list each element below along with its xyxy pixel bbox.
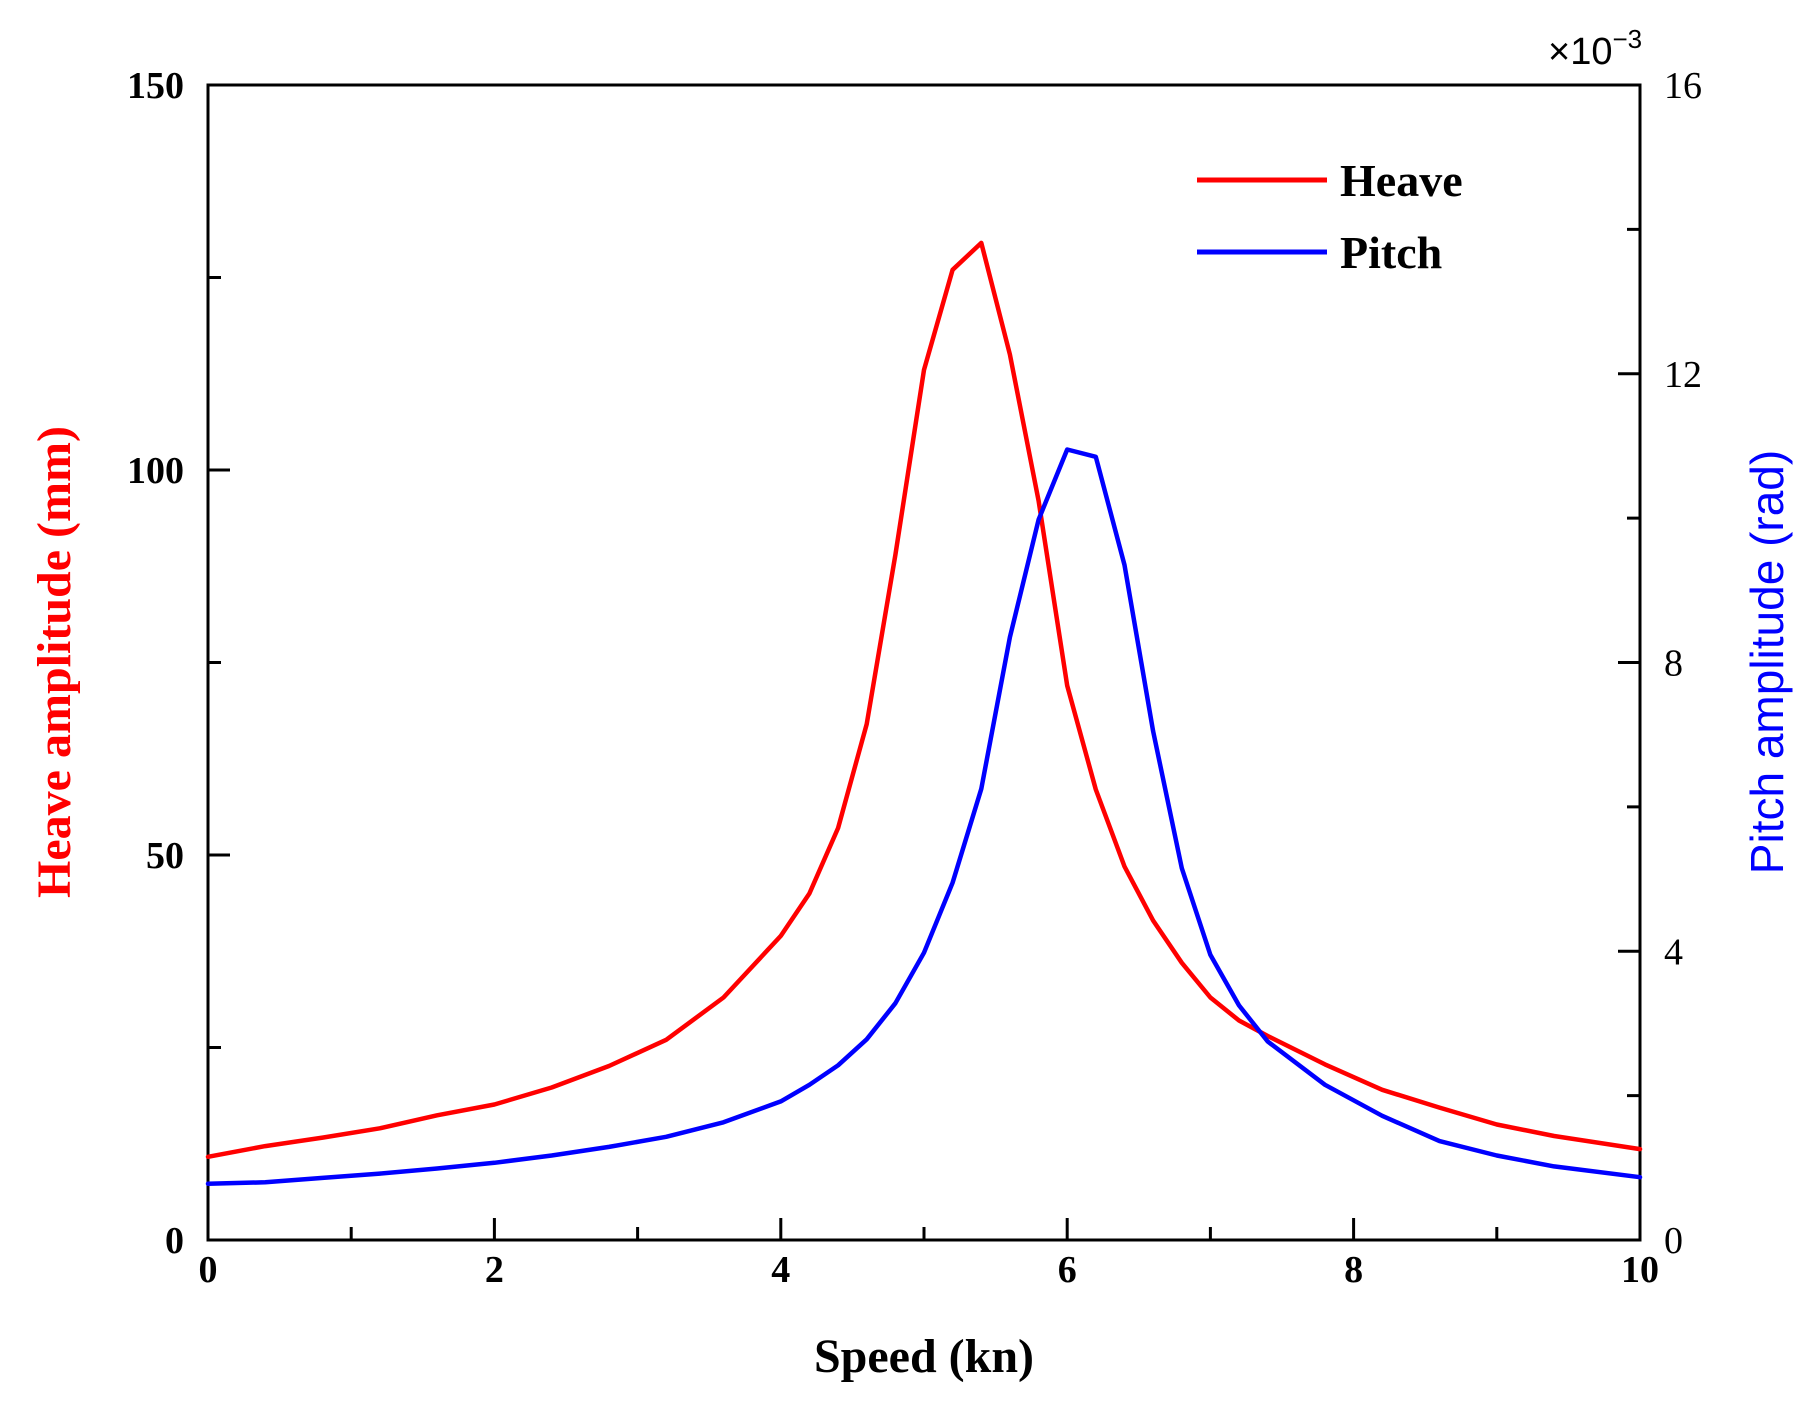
right-axis-multiplier: ×10−3 <box>1548 24 1642 73</box>
x-tick-label: 4 <box>771 1249 790 1291</box>
y-right-axis-ticks: 0 4 8 12 16 <box>1618 65 1702 1262</box>
x-tick-label: 6 <box>1058 1249 1077 1291</box>
y-right-tick-label: 0 <box>1664 1220 1683 1262</box>
pitch-series-line <box>205 447 1643 1186</box>
y-right-tick-label: 8 <box>1664 643 1683 685</box>
heave-series-line <box>205 240 1643 1160</box>
y-right-tick-label: 4 <box>1664 931 1683 973</box>
x-axis-ticks: 0 2 4 6 8 10 <box>199 1218 1659 1291</box>
x-tick-label: 2 <box>485 1249 504 1291</box>
series-layer <box>205 240 1643 1186</box>
y-left-axis-ticks: 0 50 100 150 <box>127 65 230 1262</box>
y-left-tick-label: 100 <box>127 450 184 492</box>
x-tick-label: 8 <box>1344 1249 1363 1291</box>
pitch-legend-label: Pitch <box>1340 227 1442 278</box>
right-axis-multiplier-exponent: −3 <box>1612 24 1642 54</box>
y-right-axis-title: Pitch amplitude (rad) <box>1741 450 1793 874</box>
x-tick-label: 10 <box>1621 1249 1659 1291</box>
y-right-tick-label: 12 <box>1664 354 1702 396</box>
y-left-tick-label: 150 <box>127 65 184 107</box>
x-axis-title: Speed (kn) <box>814 1330 1034 1383</box>
legend: Heave Pitch <box>1197 155 1463 278</box>
heave-legend-label: Heave <box>1340 155 1463 206</box>
y-left-tick-label: 50 <box>146 835 184 877</box>
y-left-axis-title: Heave amplitude (mm) <box>28 426 81 898</box>
y-right-tick-label: 16 <box>1664 65 1702 107</box>
x-tick-label: 0 <box>199 1249 218 1291</box>
y-left-tick-label: 0 <box>165 1220 184 1262</box>
